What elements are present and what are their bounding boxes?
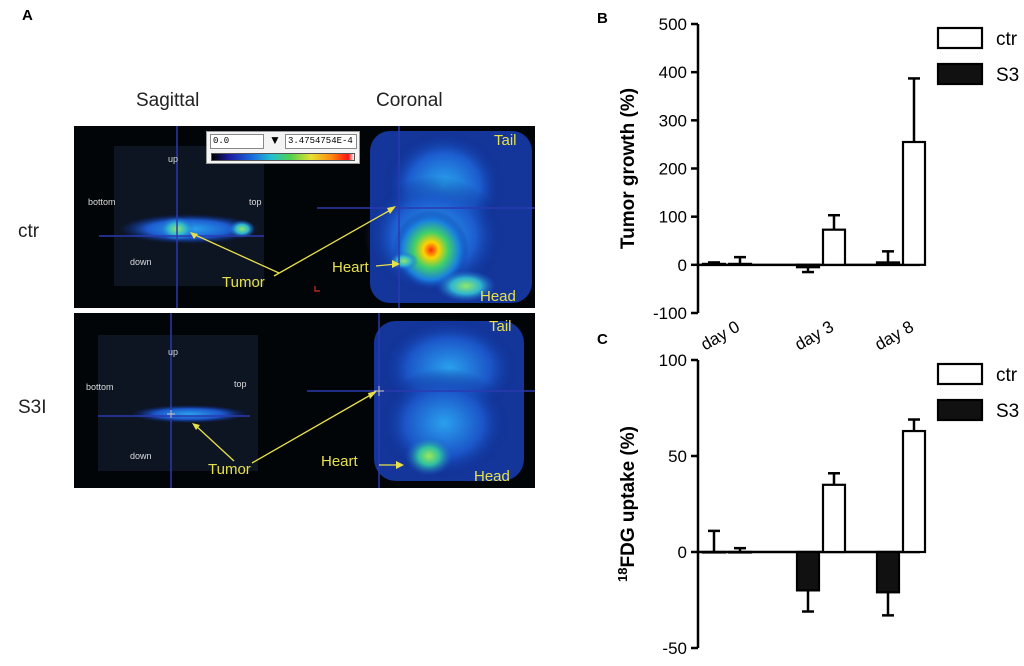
row-label-ctr: ctr (18, 221, 40, 242)
pet-image-ctr-render (99, 126, 535, 308)
pet-image-s3i: up bottom top down Tumor Heart Tail Head (74, 313, 535, 488)
colorbar-lock-icon[interactable]: ▼ (269, 133, 281, 147)
chart-c-bar-ctr-2 (901, 429, 927, 554)
chart-b-y-label: Tumor growth (%) (618, 88, 639, 249)
chart-c-ytick-label: -50 (662, 639, 687, 658)
chart-c-bar-S3I-0 (701, 550, 727, 554)
chart-b-bar-S3I-0 (701, 262, 727, 266)
head-label-s3i: Head (474, 468, 510, 485)
chart-b-bar-S3I-2 (875, 261, 901, 266)
panel-a-letter: A (22, 7, 33, 24)
chart-c-bar-ctr-0 (727, 550, 753, 554)
chart-b-bar-ctr-0 (727, 262, 753, 266)
chart-b-ytick-label: 400 (659, 63, 687, 82)
colorbar-max-field[interactable]: 3.4754754E-4 (285, 134, 357, 149)
chart-b-ytick-label: -100 (653, 304, 687, 323)
chart-b-bar-ctr-2 (901, 140, 927, 266)
chart-c-legend-swatch-ctr (936, 362, 984, 386)
chart-b-legend-label-ctr: ctr (996, 29, 1018, 50)
chart-b-ytick-label: 0 (678, 256, 687, 275)
sag-bottom-label-s3i: bottom (86, 382, 114, 392)
chart-c-legend-label-S3I: S3I (996, 401, 1020, 422)
chart-c-bar-S3I-1 (795, 550, 821, 592)
chart-c-ytick-label: 0 (678, 543, 687, 562)
view-title-sagittal: Sagittal (136, 90, 200, 111)
tail-label-ctr: Tail (494, 132, 517, 149)
tail-label-s3i: Tail (489, 318, 512, 335)
colorbar-min-field[interactable]: 0.0 (210, 134, 264, 149)
sag-bottom-label-ctr: bottom (88, 197, 116, 207)
chart-c: -50 0 50 100 18FDG uptake (%) ctr S3I (615, 351, 1020, 658)
chart-b-ytick-label: 500 (659, 15, 687, 34)
chart-b-bar-S3I-1 (795, 263, 821, 269)
pet-image-ctr: up bottom top down Tumor Heart Tail Head… (74, 126, 535, 308)
chart-c-legend-swatch-S3I (936, 398, 984, 422)
sag-down-label-ctr: down (130, 257, 152, 267)
chart-b-bar-ctr-1 (821, 228, 847, 266)
chart-c-legend-label-ctr: ctr (996, 365, 1018, 386)
chart-b-legend-swatch-S3I (936, 62, 984, 86)
heart-label-ctr: Heart (332, 259, 369, 276)
chart-b-legend-swatch-ctr (936, 26, 984, 50)
colorbar-widget: 0.0 ▼ 3.4754754E-4 (206, 131, 360, 164)
sag-up-label-s3i: up (168, 347, 179, 357)
heart-label-s3i: Heart (321, 453, 358, 470)
colorbar-gradient (211, 153, 355, 161)
sag-up-label-ctr: up (168, 154, 179, 164)
head-label-ctr: Head (480, 288, 516, 305)
pet-image-s3i-render (98, 313, 535, 488)
sag-top-label-ctr: top (249, 197, 262, 207)
panel-c-letter: C (597, 331, 608, 348)
chart-b-legend-label-S3I: S3I (996, 65, 1020, 86)
panel-b-letter: B (597, 10, 608, 27)
chart-b-ytick-label: 200 (659, 160, 687, 179)
chart-c-bar-S3I-2 (875, 550, 901, 594)
sag-down-label-s3i: down (130, 451, 152, 461)
tumor-label-ctr: Tumor (222, 274, 265, 291)
chart-b-ytick-label: 300 (659, 111, 687, 130)
sag-top-label-s3i: top (234, 379, 247, 389)
chart-c-ytick-label: 50 (668, 447, 687, 466)
row-label-s3i: S3I (18, 397, 47, 418)
tumor-label-s3i: Tumor (208, 461, 251, 478)
chart-c-bar-ctr-1 (821, 483, 847, 554)
view-title-coronal: Coronal (376, 90, 443, 111)
chart-c-y-label: 18FDG uptake (%) (615, 426, 639, 582)
chart-b-ytick-label: 100 (659, 208, 687, 227)
chart-c-ytick-label: 100 (659, 351, 687, 370)
